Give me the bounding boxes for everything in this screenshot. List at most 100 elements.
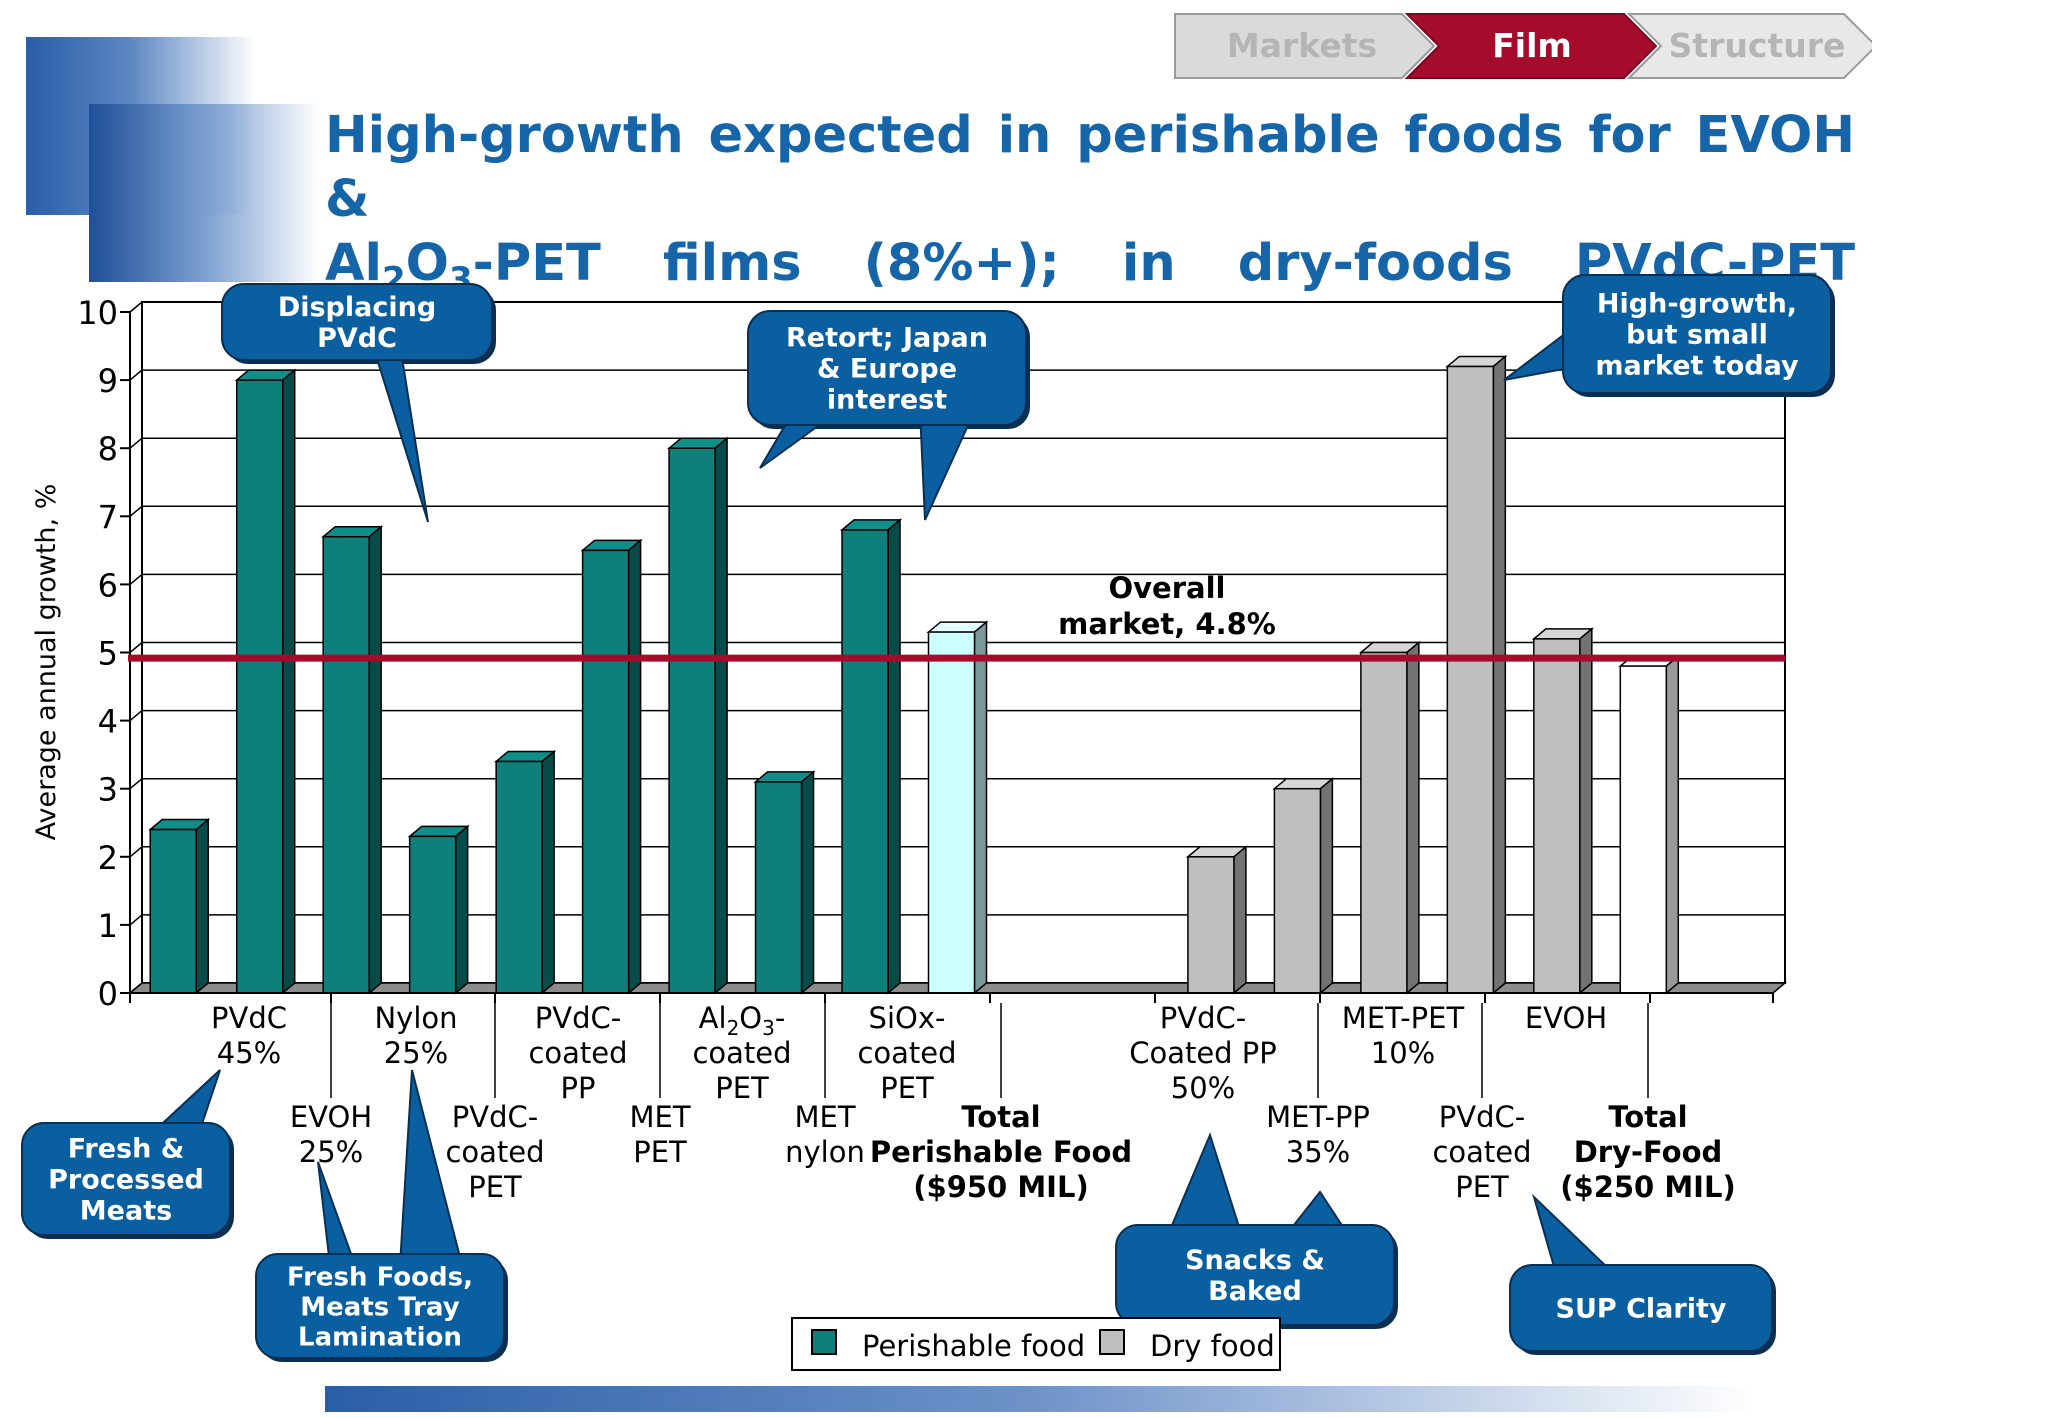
callout-text: Fresh & bbox=[68, 1134, 185, 1165]
gridline-depth bbox=[129, 369, 143, 381]
x-category-label: PET bbox=[715, 1071, 769, 1105]
decor-square-2 bbox=[89, 104, 319, 282]
callout-text: Baked bbox=[1208, 1276, 1302, 1307]
x-category-label: PVdC- bbox=[452, 1100, 538, 1134]
bar-perishable bbox=[321, 525, 384, 995]
bar-perishable bbox=[407, 824, 470, 995]
decor-bottom-bar bbox=[325, 1386, 1755, 1412]
callout-text: Snacks & bbox=[1185, 1245, 1325, 1276]
x-category-label: MET bbox=[629, 1100, 690, 1134]
x-category-label: 50% bbox=[1171, 1071, 1235, 1105]
bar-dry bbox=[1185, 845, 1248, 995]
breadcrumb-nav: Markets Film Structure bbox=[1172, 12, 1872, 80]
gridline-depth bbox=[129, 301, 143, 313]
bar-perishable bbox=[234, 368, 297, 995]
x-category-label: coated bbox=[1432, 1135, 1531, 1169]
x-category-label: PET bbox=[1455, 1170, 1509, 1204]
callout-text: & Europe bbox=[817, 354, 957, 385]
legend: Perishable food Dry food bbox=[791, 1317, 1281, 1371]
x-category-label: coated bbox=[857, 1036, 956, 1070]
callout-text: but small bbox=[1626, 320, 1768, 351]
bar-perishable bbox=[494, 749, 557, 995]
legend-label: Dry food bbox=[1150, 1329, 1275, 1363]
x-category-label: nylon bbox=[785, 1135, 865, 1169]
callout-text: PVdC bbox=[317, 323, 397, 354]
bar-dry bbox=[1531, 627, 1594, 995]
callout-text: market today bbox=[1595, 351, 1799, 382]
x-category-label: 45% bbox=[217, 1036, 281, 1070]
y-tick-label: 1 bbox=[98, 907, 118, 945]
y-tick-label: 4 bbox=[98, 703, 118, 741]
bar-dry bbox=[1272, 777, 1335, 995]
breadcrumb-film[interactable]: Film bbox=[1492, 26, 1572, 65]
callout: Snacks &Baked bbox=[1115, 1132, 1398, 1329]
x-category-label: coated bbox=[528, 1036, 627, 1070]
x-category-label: PVdC bbox=[211, 1001, 287, 1035]
x-category-label: 35% bbox=[1286, 1135, 1350, 1169]
y-tick-label: 8 bbox=[98, 430, 118, 468]
gridline-depth bbox=[129, 505, 143, 517]
x-category-label: Nylon bbox=[374, 1001, 457, 1035]
overall-market-label: market, 4.8% bbox=[1058, 607, 1276, 641]
callout-text: Lamination bbox=[298, 1322, 462, 1352]
gridline-depth bbox=[129, 437, 143, 449]
breadcrumb-structure[interactable]: Structure bbox=[1668, 26, 1846, 65]
legend-label: Perishable food bbox=[862, 1329, 1085, 1363]
y-tick-label: 9 bbox=[98, 362, 118, 400]
bar-perishable bbox=[839, 518, 903, 995]
x-category-label: MET-PP bbox=[1266, 1100, 1370, 1134]
x-category-label: Dry-Food bbox=[1574, 1135, 1723, 1169]
callout-text: interest bbox=[827, 385, 947, 416]
gridline-depth bbox=[129, 641, 143, 654]
x-category-label: PVdC- bbox=[1439, 1100, 1525, 1134]
y-tick-label: 0 bbox=[98, 975, 118, 1013]
x-category-label: Total bbox=[1608, 1100, 1687, 1134]
x-category-label: SiOx- bbox=[869, 1001, 946, 1035]
gridline-depth bbox=[129, 914, 143, 926]
bar-total_perishable bbox=[926, 620, 989, 995]
x-category-label: MET-PET bbox=[1342, 1001, 1465, 1035]
x-category-label: PET bbox=[633, 1135, 687, 1169]
breadcrumb-markets[interactable]: Markets bbox=[1226, 26, 1378, 65]
bar-total_dry bbox=[1618, 654, 1681, 995]
gridline-depth bbox=[129, 846, 143, 858]
bar-perishable bbox=[753, 770, 816, 995]
x-category-label: 25% bbox=[299, 1135, 363, 1169]
overall-market-label: Overall bbox=[1109, 571, 1226, 605]
callout-text: Meats bbox=[80, 1196, 172, 1227]
y-tick-label: 5 bbox=[98, 635, 118, 673]
x-category-label: Perishable Food bbox=[870, 1135, 1132, 1169]
gridline-depth bbox=[129, 573, 143, 585]
callout-text: Fresh Foods, bbox=[287, 1262, 473, 1292]
callout-text: Processed bbox=[48, 1165, 204, 1196]
x-category-label: Total bbox=[961, 1100, 1040, 1134]
x-category-label: coated bbox=[445, 1135, 544, 1169]
x-category-label: MET bbox=[794, 1100, 855, 1134]
x-category-label: Coated PP bbox=[1129, 1036, 1277, 1070]
callout-text: Displacing bbox=[278, 292, 436, 323]
title-line-1: High-growth expected in perishable foods… bbox=[325, 106, 1855, 229]
x-category-label: EVOH bbox=[1525, 1001, 1607, 1035]
legend-swatch bbox=[811, 1329, 837, 1355]
bar-perishable bbox=[148, 817, 211, 995]
bar-dry bbox=[1445, 354, 1508, 995]
x-category-label: PET bbox=[880, 1071, 934, 1105]
y-tick-label: 10 bbox=[77, 294, 118, 332]
callout-text: Retort; Japan bbox=[786, 323, 988, 354]
x-category-label: PP bbox=[561, 1071, 596, 1105]
x-category-label: coated bbox=[692, 1036, 791, 1070]
x-category-label: Al2O3- bbox=[699, 1001, 786, 1040]
gridline-depth bbox=[129, 778, 143, 790]
breadcrumb-arrows bbox=[1174, 13, 1872, 79]
bar-perishable bbox=[667, 436, 730, 995]
x-category-label: ($950 MIL) bbox=[913, 1170, 1088, 1204]
x-category-label: 10% bbox=[1371, 1036, 1435, 1070]
y-tick-label: 3 bbox=[98, 771, 118, 809]
y-tick-label: 7 bbox=[98, 498, 118, 536]
x-category-label: EVOH bbox=[290, 1100, 372, 1134]
bar-perishable bbox=[580, 538, 643, 995]
legend-swatch bbox=[1099, 1329, 1125, 1355]
